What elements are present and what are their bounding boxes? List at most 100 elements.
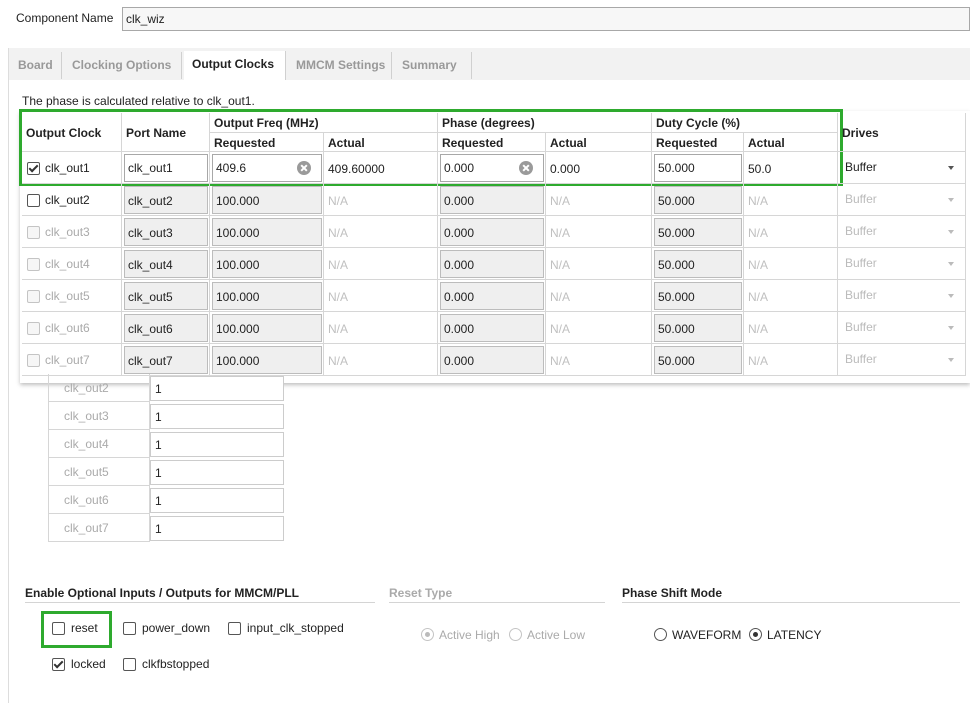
counter-value[interactable]: 1 bbox=[150, 516, 284, 541]
table-cell bbox=[210, 312, 324, 344]
radio[interactable] bbox=[749, 628, 762, 641]
component-name-input[interactable]: clk_wiz bbox=[122, 7, 970, 31]
checkbox[interactable] bbox=[27, 290, 40, 303]
table-cell bbox=[652, 184, 744, 216]
counter-name: clk_out2 bbox=[48, 374, 150, 402]
counter-value[interactable]: 1 bbox=[150, 460, 284, 485]
dropdown-arrow bbox=[948, 166, 954, 170]
phase-note: The phase is calculated relative to clk_… bbox=[22, 94, 255, 108]
table-cell bbox=[546, 312, 652, 344]
dropdown-arrow bbox=[948, 198, 954, 202]
table-cell bbox=[22, 280, 122, 312]
tab[interactable]: Summary bbox=[394, 52, 472, 79]
column-header: Port Name bbox=[122, 113, 210, 152]
table-cell bbox=[838, 344, 966, 376]
table-cell bbox=[546, 216, 652, 248]
checkbox-label: locked bbox=[71, 657, 106, 671]
counter-name: clk_out3 bbox=[48, 402, 150, 430]
drives-select: Buffer bbox=[845, 224, 877, 238]
table-cell bbox=[438, 312, 546, 344]
table-cell bbox=[744, 312, 838, 344]
table-cell bbox=[652, 312, 744, 344]
table-cell bbox=[652, 344, 744, 376]
duty-actual: N/A bbox=[748, 322, 769, 336]
checkbox[interactable] bbox=[27, 258, 40, 271]
section-title: Reset Type bbox=[389, 586, 453, 600]
checkbox[interactable] bbox=[123, 658, 136, 671]
clock-name: clk_out7 bbox=[45, 353, 90, 367]
radio-label: Active High bbox=[439, 628, 500, 642]
checkbox[interactable] bbox=[52, 622, 65, 635]
checkbox[interactable] bbox=[123, 622, 136, 635]
counter-value[interactable]: 1 bbox=[150, 404, 284, 429]
duty-requested-input: 50.000 bbox=[654, 314, 742, 342]
port-name-input[interactable]: clk_out1 bbox=[124, 154, 208, 182]
clear-button[interactable] bbox=[297, 161, 311, 175]
radio[interactable] bbox=[654, 628, 667, 641]
duty-actual: N/A bbox=[748, 226, 769, 240]
highlight-box bbox=[41, 611, 112, 648]
duty-actual: N/A bbox=[748, 354, 769, 368]
checkbox[interactable] bbox=[27, 322, 40, 335]
counter-value[interactable]: 1 bbox=[150, 376, 284, 401]
column-header: Actual bbox=[324, 133, 438, 152]
radio-label: WAVEFORM bbox=[672, 628, 742, 642]
counter-value[interactable]: 1 bbox=[150, 432, 284, 457]
column-header: Phase (degrees) bbox=[438, 113, 652, 133]
checkbox[interactable] bbox=[27, 162, 40, 175]
section-rule bbox=[389, 602, 605, 603]
radio bbox=[509, 628, 522, 641]
tab[interactable]: Board bbox=[10, 52, 62, 79]
table-cell bbox=[122, 312, 210, 344]
freq-requested-input: 100.000 bbox=[212, 186, 322, 214]
table-cell bbox=[546, 152, 652, 184]
phase-requested-input: 0.000 bbox=[440, 218, 544, 246]
column-header: Requested bbox=[210, 133, 324, 152]
table-cell bbox=[838, 216, 966, 248]
clear-button[interactable] bbox=[519, 161, 533, 175]
duty-actual: 50.0 bbox=[748, 162, 772, 176]
drives-select[interactable]: Buffer bbox=[845, 160, 877, 174]
checkbox-label: reset bbox=[71, 621, 98, 635]
checkbox[interactable] bbox=[228, 622, 241, 635]
duty-requested-input: 50.000 bbox=[654, 250, 742, 278]
column-header: Drives bbox=[838, 113, 966, 152]
table-cell bbox=[744, 248, 838, 280]
checkbox[interactable] bbox=[52, 658, 65, 671]
table-cell bbox=[22, 344, 122, 376]
tab[interactable]: MMCM Settings bbox=[288, 52, 392, 79]
clock-name: clk_out4 bbox=[45, 257, 90, 271]
freq-requested-input: 100.000 bbox=[212, 314, 322, 342]
checkbox-label: power_down bbox=[142, 621, 211, 635]
component-label: Component Name bbox=[16, 11, 114, 25]
drives-select: Buffer bbox=[845, 256, 877, 270]
duty-requested-input[interactable]: 50.000 bbox=[654, 154, 742, 182]
freq-actual: N/A bbox=[328, 194, 349, 208]
tab[interactable]: Clocking Options bbox=[64, 52, 182, 79]
table-cell bbox=[546, 344, 652, 376]
counter-name: clk_out4 bbox=[48, 430, 150, 458]
column-header: Actual bbox=[744, 133, 838, 152]
counter-value[interactable]: 1 bbox=[150, 488, 284, 513]
port-name-input: clk_out5 bbox=[124, 282, 208, 310]
checkbox[interactable] bbox=[27, 194, 40, 207]
table-cell bbox=[438, 216, 546, 248]
table-cell bbox=[324, 248, 438, 280]
table-cell bbox=[438, 248, 546, 280]
duty-actual: N/A bbox=[748, 258, 769, 272]
checkbox[interactable] bbox=[27, 226, 40, 239]
table-cell bbox=[324, 312, 438, 344]
table-cell bbox=[744, 184, 838, 216]
table-cell bbox=[838, 152, 966, 184]
radio bbox=[421, 628, 434, 641]
duty-actual: N/A bbox=[748, 194, 769, 208]
column-header: Output Clock bbox=[22, 113, 122, 152]
checkbox[interactable] bbox=[27, 354, 40, 367]
table-cell bbox=[22, 248, 122, 280]
port-name-input: clk_out7 bbox=[124, 346, 208, 374]
freq-requested-input: 100.000 bbox=[212, 218, 322, 246]
tab[interactable]: Output Clocks bbox=[184, 51, 286, 80]
phase-requested-input: 0.000 bbox=[440, 282, 544, 310]
section-title: Phase Shift Mode bbox=[622, 586, 723, 600]
